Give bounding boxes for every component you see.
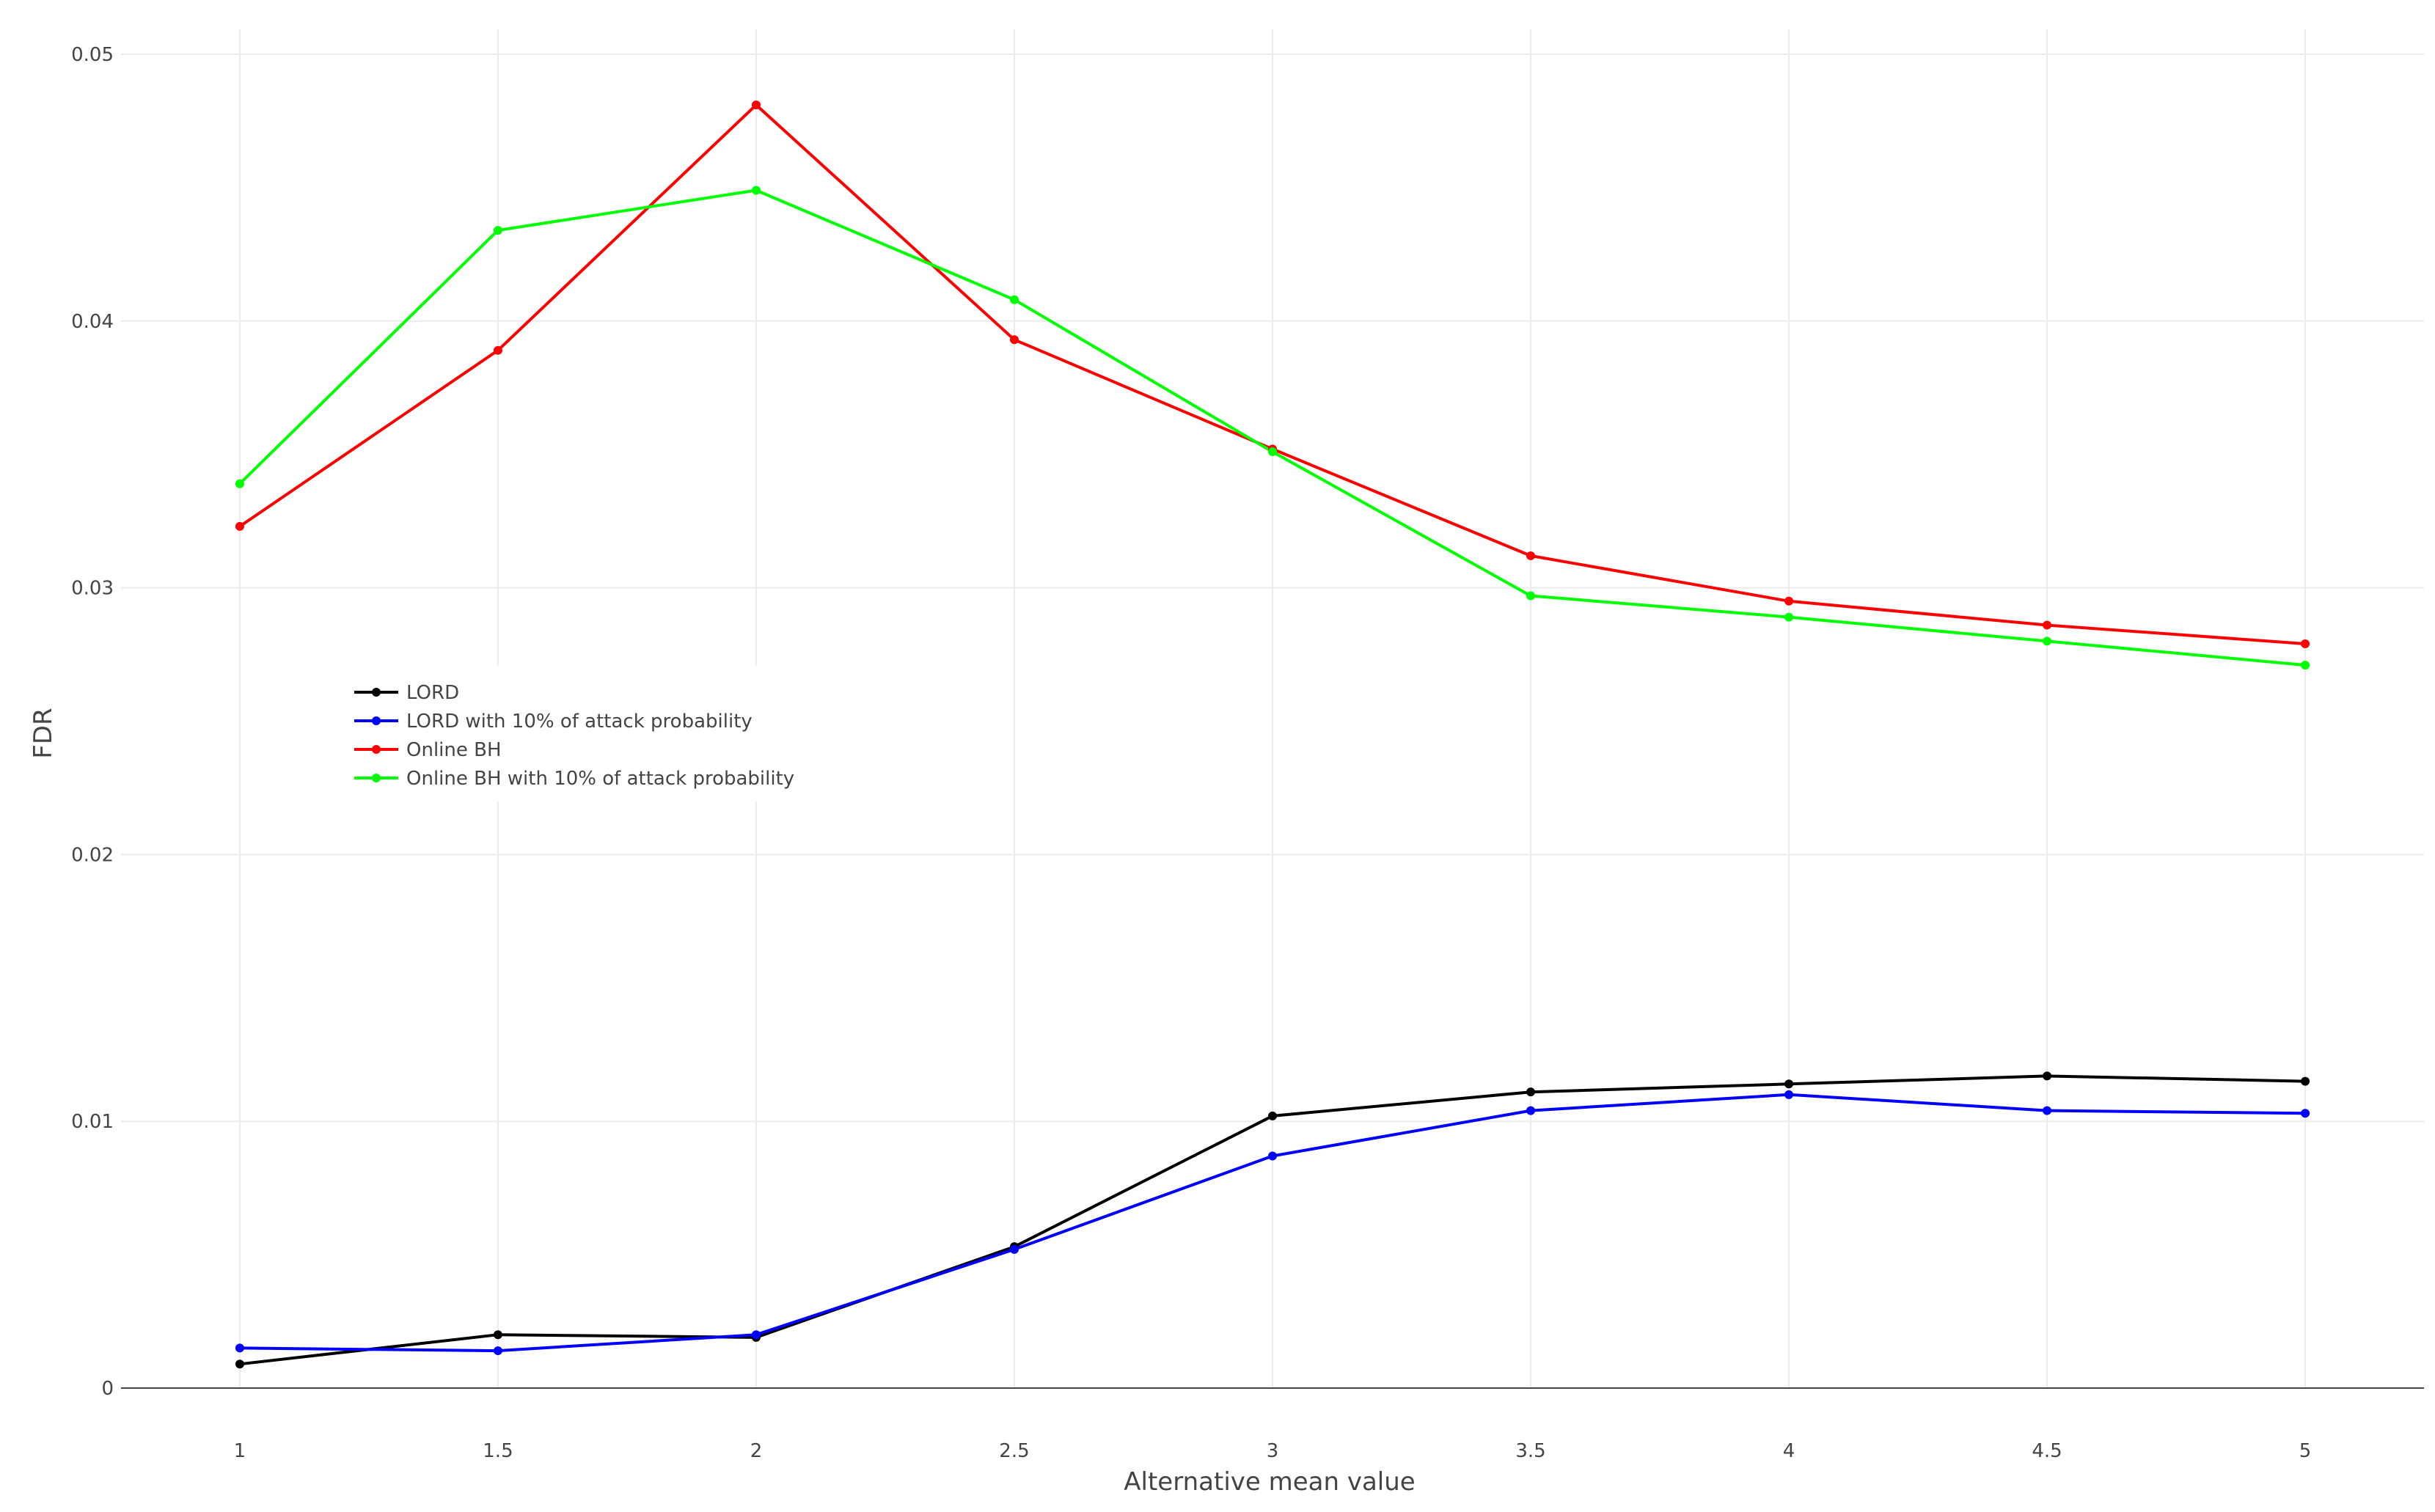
- data-point: [2301, 661, 2310, 670]
- data-point: [1526, 591, 1536, 601]
- y-tick-label: 0.01: [71, 1111, 114, 1133]
- data-point: [1526, 551, 1536, 560]
- data-point: [1526, 1106, 1536, 1115]
- data-point: [235, 1343, 244, 1353]
- y-axis-title: FDR: [29, 708, 58, 758]
- x-tick-label: 4.5: [2032, 1440, 2062, 1462]
- legend-swatch-marker: [372, 745, 381, 754]
- legend-item[interactable]: LORD: [354, 682, 459, 704]
- y-tick-labels: 0 0.01 0.02 0.03 0.04 0.05: [71, 44, 114, 1400]
- data-point: [1784, 1079, 1794, 1089]
- series-points: [235, 100, 2310, 1369]
- legend-label: LORD: [406, 682, 459, 704]
- data-point: [1268, 447, 1277, 457]
- data-point: [1009, 1244, 1019, 1254]
- data-point: [2301, 1076, 2310, 1086]
- y-tick-label: 0: [101, 1378, 114, 1400]
- data-point: [1784, 1090, 1794, 1099]
- x-tick-label: 2.5: [999, 1440, 1029, 1462]
- data-point: [493, 345, 502, 355]
- legend[interactable]: LORD LORD with 10% of attack probability O…: [341, 666, 794, 801]
- data-point: [1009, 295, 1019, 304]
- x-tick-label: 3.5: [1515, 1440, 1545, 1462]
- data-point: [2301, 639, 2310, 648]
- data-point: [751, 186, 761, 195]
- x-tick-label: 2: [750, 1440, 763, 1462]
- x-tick-label: 5: [2299, 1440, 2312, 1462]
- data-point: [493, 226, 502, 235]
- data-point: [235, 521, 244, 531]
- data-point: [1784, 596, 1794, 606]
- data-point: [2043, 1106, 2052, 1115]
- x-tick-label: 1: [234, 1440, 246, 1462]
- legend-background: [341, 666, 781, 801]
- data-point: [751, 1330, 761, 1340]
- legend-swatch-marker: [372, 716, 381, 725]
- data-point: [1526, 1087, 1536, 1097]
- legend-item[interactable]: Online BH with 10% of attack probability: [354, 768, 794, 790]
- data-point: [493, 1330, 502, 1340]
- x-tick-label: 4: [1783, 1440, 1795, 1462]
- data-point: [751, 100, 761, 110]
- data-point: [2043, 1071, 2052, 1081]
- data-point: [1009, 335, 1019, 345]
- legend-swatch-marker: [372, 688, 381, 697]
- y-tick-label: 0.02: [71, 844, 114, 866]
- x-axis-title: Alternative mean value: [1124, 1467, 1415, 1497]
- legend-item[interactable]: LORD with 10% of attack probability: [354, 711, 753, 733]
- legend-swatch-marker: [372, 774, 381, 782]
- gridlines: [121, 29, 2424, 1389]
- legend-label: LORD with 10% of attack probability: [406, 711, 753, 733]
- legend-item[interactable]: Online BH: [354, 739, 502, 761]
- data-point: [493, 1346, 502, 1356]
- x-tick-label: 3: [1267, 1440, 1279, 1462]
- data-point: [1268, 1111, 1277, 1120]
- legend-label: Online BH: [406, 739, 502, 761]
- data-point: [235, 1359, 244, 1369]
- x-tick-labels: 1 1.5 2 2.5 3 3.5 4 4.5 5: [234, 1440, 2312, 1462]
- y-tick-label: 0.03: [71, 578, 114, 600]
- x-tick-label: 1.5: [483, 1440, 513, 1462]
- data-point: [2301, 1109, 2310, 1118]
- y-tick-label: 0.04: [71, 311, 114, 333]
- data-point: [2043, 620, 2052, 630]
- y-tick-label: 0.05: [71, 44, 114, 66]
- data-point: [1268, 1151, 1277, 1161]
- data-point: [1784, 612, 1794, 622]
- data-point: [2043, 636, 2052, 646]
- data-point: [235, 479, 244, 488]
- legend-label: Online BH with 10% of attack probability: [406, 768, 794, 790]
